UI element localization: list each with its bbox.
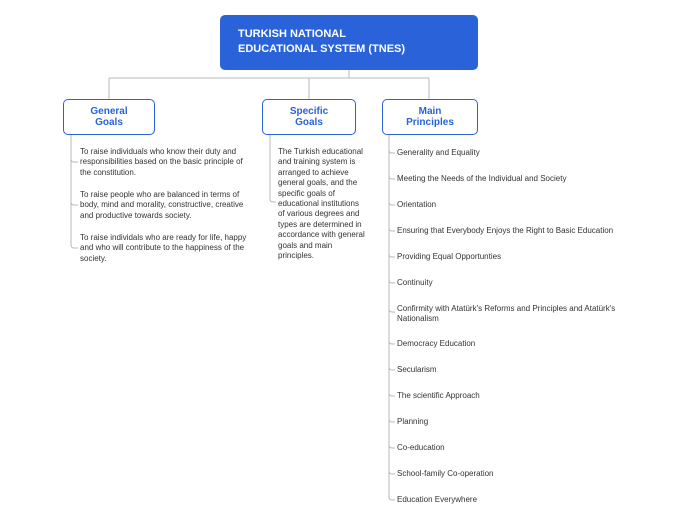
- root-title-line1: TURKISH NATIONAL: [238, 27, 460, 42]
- leaf-item[interactable]: Generality and Equality: [397, 148, 627, 158]
- leaf-item[interactable]: To raise people who are balanced in term…: [80, 190, 248, 221]
- leaf-item[interactable]: Democracy Education: [397, 339, 627, 349]
- root-title-line2: EDUCATIONAL SYSTEM (TNES): [238, 42, 460, 57]
- leaf-item[interactable]: School-family Co-operation: [397, 469, 627, 479]
- leaf-item[interactable]: Providing Equal Opportunties: [397, 252, 627, 262]
- leaf-item[interactable]: Ensuring that Everybody Enjoys the Right…: [397, 226, 627, 236]
- root-node[interactable]: TURKISH NATIONAL EDUCATIONAL SYSTEM (TNE…: [220, 15, 478, 70]
- leaf-item[interactable]: Planning: [397, 417, 627, 427]
- leaf-item[interactable]: Secularism: [397, 365, 627, 375]
- leaf-item[interactable]: Continuity: [397, 278, 627, 288]
- leaf-item[interactable]: To raise individuals who know their duty…: [80, 147, 248, 178]
- branch-label: General Goals: [90, 106, 127, 128]
- branch-general-goals[interactable]: General Goals: [63, 99, 155, 135]
- leaf-item[interactable]: Confirmity with Atatürk's Reforms and Pr…: [397, 304, 627, 325]
- leaf-item[interactable]: To raise individals who are ready for li…: [80, 233, 248, 264]
- leaf-item[interactable]: Meeting the Needs of the Individual and …: [397, 174, 627, 184]
- leaf-item[interactable]: Orientation: [397, 200, 627, 210]
- leaf-item[interactable]: The Turkish educational and training sys…: [278, 147, 366, 261]
- leaf-item[interactable]: Education Everywhere: [397, 495, 627, 505]
- branch-label: Specific Goals: [290, 106, 328, 128]
- branch-main-principles[interactable]: Main Principles: [382, 99, 478, 135]
- leaf-item[interactable]: Co-education: [397, 443, 627, 453]
- branch-label: Main Principles: [406, 106, 454, 128]
- leaf-item[interactable]: The scientific Approach: [397, 391, 627, 401]
- branch-specific-goals[interactable]: Specific Goals: [262, 99, 356, 135]
